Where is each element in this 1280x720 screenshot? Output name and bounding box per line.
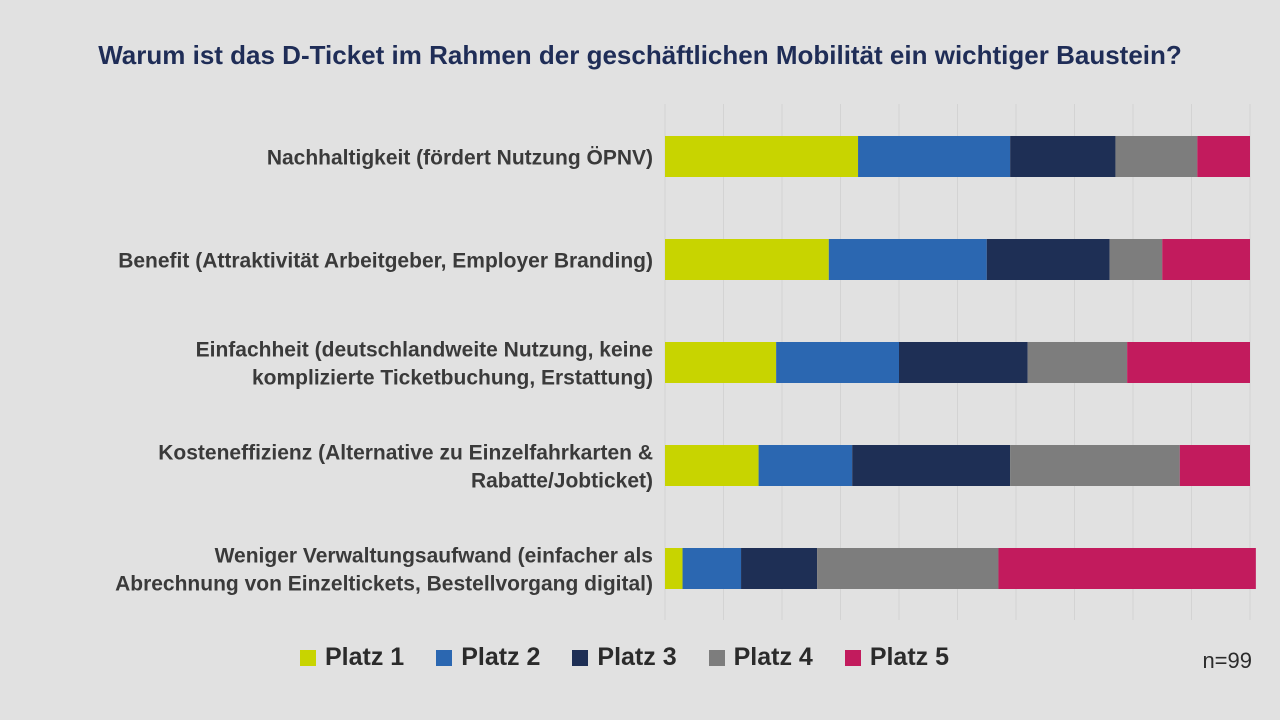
bar-segment	[1127, 342, 1250, 383]
bar-segment	[1115, 136, 1198, 177]
bar-segment	[828, 239, 987, 280]
category-label: komplizierte Ticketbuchung, Erstattung)	[252, 367, 653, 390]
bar-segment	[776, 342, 899, 383]
legend-swatch	[708, 649, 725, 666]
bar-segment	[1027, 342, 1128, 383]
legend-item: Platz 4	[708, 643, 813, 672]
legend-item: Platz 1	[300, 643, 404, 672]
bar-segment	[1162, 239, 1250, 280]
bar-segment	[998, 548, 1256, 589]
legend: Platz 1 Platz 2 Platz 3 Platz 4 Platz 5	[300, 643, 981, 672]
legend-swatch	[572, 649, 589, 666]
legend-label: Platz 2	[461, 643, 541, 671]
bar-segment	[986, 239, 1110, 280]
legend-item: Platz 2	[436, 643, 540, 672]
category-label: Nachhaltigkeit (fördert Nutzung ÖPNV)	[267, 147, 653, 170]
bar-segment	[665, 136, 859, 177]
bar-segment	[741, 548, 818, 589]
bar-segment	[1179, 445, 1250, 486]
legend-item: Platz 5	[844, 643, 950, 672]
category-label: Abrechnung von Einzeltickets, Bestellvor…	[115, 573, 653, 596]
bar-segment	[665, 548, 683, 589]
category-label: Kosteneffizienz (Alternative zu Einzelfa…	[158, 442, 653, 465]
bar-segment	[665, 239, 829, 280]
category-label: Benefit (Attraktivität Arbeitgeber, Empl…	[118, 250, 653, 273]
category-label: Einfachheit (deutschlandweite Nutzung, k…	[196, 339, 653, 362]
bar-segment	[758, 445, 853, 486]
bar-segment	[852, 445, 1011, 486]
sample-size-note: n=99	[1202, 648, 1252, 673]
legend-item: Platz 3	[572, 643, 677, 672]
legend-label: Platz 3	[597, 643, 677, 671]
bar-segment	[1109, 239, 1163, 280]
bar-segment	[665, 445, 759, 486]
category-label: Weniger Verwaltungsaufwand (einfacher al…	[215, 545, 653, 568]
legend-swatch	[436, 649, 453, 666]
legend-swatch	[300, 649, 316, 666]
bar-segment	[1010, 136, 1116, 177]
legend-label: Platz 1	[325, 643, 405, 671]
bar-segment	[665, 342, 777, 383]
bar-segment	[817, 548, 999, 589]
chart-title: Warum ist das D-Ticket im Rahmen der ges…	[98, 40, 1182, 70]
bar-segment	[1197, 136, 1250, 177]
bar-segment	[899, 342, 1028, 383]
category-label: Rabatte/Jobticket)	[471, 470, 653, 493]
bar-segment	[1010, 445, 1180, 486]
bar-segment	[682, 548, 742, 589]
legend-label: Platz 5	[869, 643, 950, 671]
bar-segment	[858, 136, 1011, 177]
legend-label: Platz 4	[733, 643, 813, 671]
legend-swatch	[844, 649, 861, 666]
